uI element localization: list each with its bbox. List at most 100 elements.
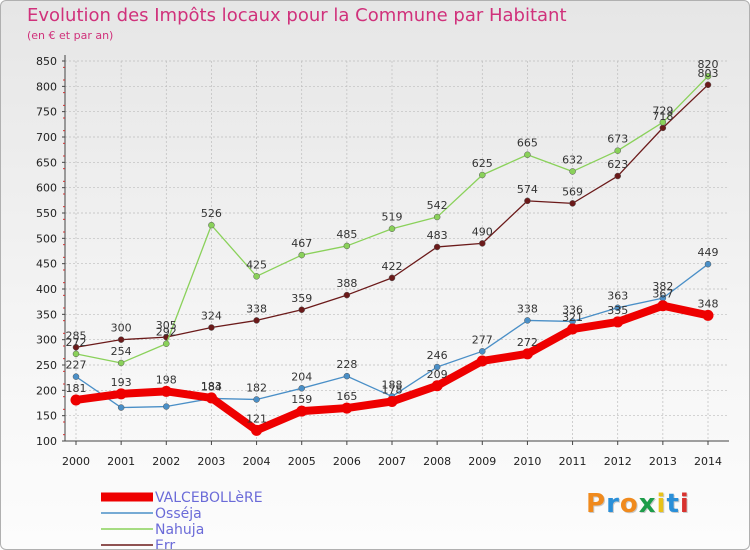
data-point — [524, 317, 531, 324]
data-label: 336 — [562, 303, 583, 316]
data-point — [431, 380, 443, 392]
data-label: 425 — [246, 258, 267, 271]
data-point — [433, 363, 441, 371]
data-label: 198 — [156, 373, 177, 386]
data-point — [704, 260, 712, 268]
data-point — [614, 147, 621, 154]
data-label: 718 — [652, 110, 673, 123]
data-point — [253, 317, 260, 324]
data-point — [72, 373, 80, 380]
data-point — [163, 403, 170, 410]
legend-label: VALCEBOLLèRE — [155, 490, 263, 506]
data-label: 367 — [652, 288, 673, 301]
data-label: 272 — [517, 336, 538, 349]
logo-letter: P — [586, 489, 607, 519]
data-point — [117, 336, 125, 343]
data-point — [659, 119, 667, 126]
data-label: 300 — [111, 322, 132, 335]
x-tick-label: 2012 — [604, 455, 632, 468]
data-label: 159 — [291, 393, 312, 406]
data-label: 673 — [607, 133, 628, 146]
grid-lines — [65, 60, 729, 442]
y-tick-label: 850 — [36, 55, 57, 68]
x-tick-label: 2006 — [333, 455, 361, 468]
y-tick-label: 250 — [36, 359, 57, 372]
data-point — [388, 225, 396, 232]
data-label: 623 — [607, 158, 628, 171]
y-tick-label: 100 — [36, 435, 57, 448]
data-label: 519 — [382, 211, 403, 224]
y-tick-label: 800 — [36, 80, 57, 93]
data-label: 227 — [66, 359, 87, 372]
data-point — [524, 197, 531, 205]
data-label: 449 — [698, 246, 719, 259]
x-tick-label: 2008 — [423, 455, 451, 468]
chart-title: Evolution des Impôts locaux pour la Comm… — [27, 5, 567, 26]
data-label: 632 — [562, 153, 583, 166]
data-label: 483 — [427, 229, 448, 242]
data-point — [117, 404, 125, 411]
x-tick-label: 2013 — [649, 455, 677, 468]
data-point — [298, 306, 305, 314]
data-point — [251, 424, 263, 436]
data-point — [702, 309, 714, 321]
data-point — [117, 359, 125, 367]
data-label: 204 — [291, 370, 312, 383]
data-label: 490 — [472, 225, 493, 238]
logo-letter: i — [656, 489, 667, 519]
x-tick-label: 2010 — [513, 455, 541, 468]
data-label: 542 — [427, 199, 448, 212]
data-label: 285 — [66, 329, 87, 342]
y-tick-label: 700 — [36, 131, 57, 144]
data-label: 183 — [201, 380, 222, 393]
data-label: 338 — [246, 302, 267, 315]
x-tick-label: 2009 — [468, 455, 496, 468]
data-point — [298, 251, 305, 259]
data-point — [163, 340, 170, 347]
y-tick-label: 450 — [36, 258, 57, 271]
data-label: 665 — [517, 137, 538, 150]
data-label: 348 — [698, 297, 719, 310]
data-point — [296, 405, 308, 417]
data-label: 228 — [336, 358, 357, 371]
logo-letter: o — [619, 489, 639, 519]
data-point — [343, 242, 351, 250]
data-point — [343, 372, 351, 380]
data-label: 569 — [562, 185, 583, 198]
data-point — [298, 385, 305, 392]
logo-letter: i — [679, 489, 690, 519]
data-label: 803 — [698, 67, 719, 80]
x-tick-label: 2000 — [62, 455, 90, 468]
data-label: 188 — [382, 378, 403, 391]
y-tick-label: 150 — [36, 410, 57, 423]
data-label: 625 — [472, 157, 493, 170]
data-label: 324 — [201, 310, 222, 323]
x-tick-label: 2014 — [694, 455, 722, 468]
data-label: 209 — [427, 368, 448, 381]
data-point — [160, 385, 172, 397]
data-label: 335 — [607, 304, 628, 317]
x-axis-ticks: 2000 2001 2002 2003 2004 2005 2006 2007 2008 2009… — [62, 441, 722, 468]
data-point — [343, 291, 351, 299]
data-point — [70, 394, 82, 406]
proxiti-logo: Proxiti — [586, 489, 690, 519]
legend-label: Err — [155, 538, 175, 550]
data-point — [253, 396, 260, 403]
data-label: 305 — [156, 319, 177, 332]
data-label: 363 — [607, 290, 628, 303]
data-label: 729 — [652, 104, 673, 117]
data-point — [388, 274, 396, 282]
data-point — [341, 402, 353, 414]
data-point — [569, 200, 576, 207]
logo-letter: t — [666, 489, 680, 519]
axes — [64, 55, 729, 442]
data-point — [614, 172, 621, 180]
logo-letter: x — [638, 489, 657, 519]
data-label: 181 — [66, 382, 87, 395]
y-tick-label: 200 — [36, 384, 57, 397]
data-point — [657, 300, 669, 312]
data-point — [569, 168, 576, 175]
y-tick-label: 550 — [36, 207, 57, 220]
y-tick-label: 400 — [36, 283, 57, 296]
